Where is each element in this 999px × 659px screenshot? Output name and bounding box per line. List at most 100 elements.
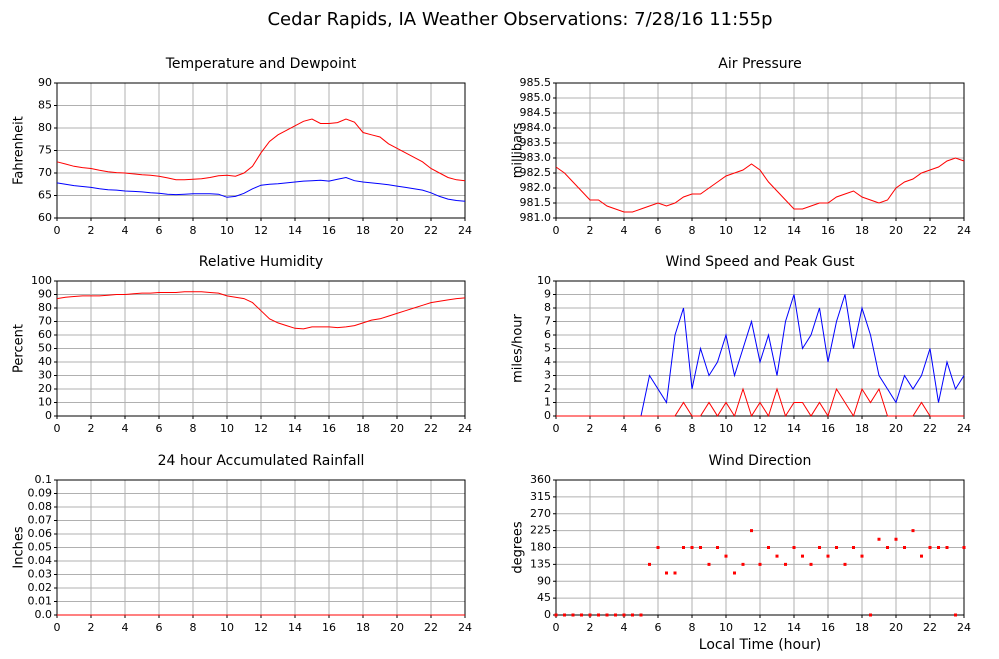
plot-frame [56, 280, 466, 417]
y-tick-label: 985.0 [520, 91, 552, 104]
panel-title: Wind Speed and Peak Gust [666, 254, 855, 270]
x-tick-label: 0 [54, 224, 61, 237]
y-tick-label: 45 [537, 591, 551, 604]
y-tick-label: 360 [530, 473, 551, 486]
panel-title: Wind Direction [709, 453, 812, 469]
x-tick-label: 8 [689, 621, 696, 634]
x-tick-label: 20 [390, 224, 404, 237]
x-tick-label: 18 [855, 422, 869, 435]
x-tick-label: 20 [889, 621, 903, 634]
x-tick-label: 10 [220, 422, 234, 435]
x-tick-label: 6 [655, 422, 662, 435]
y-tick-label: 983.0 [520, 151, 552, 164]
y-tick-label: 0.01 [28, 595, 53, 608]
x-tick-label: 16 [322, 422, 336, 435]
data-point [911, 529, 915, 533]
data-point [928, 546, 932, 549]
x-tick-label: 0 [553, 224, 560, 237]
y-tick-label: 270 [530, 507, 551, 520]
x-tick-label: 22 [923, 621, 937, 634]
y-tick-label: 0.04 [28, 554, 53, 567]
data-point [597, 613, 600, 617]
x-tick-label: 24 [957, 621, 971, 634]
y-tick-label: 0.03 [28, 568, 53, 581]
data-point [869, 613, 872, 617]
y-tick-label: 70 [38, 166, 52, 179]
data-point [792, 546, 796, 549]
x-tick-label: 14 [288, 422, 302, 435]
data-point [920, 554, 923, 558]
y-tick-label: 10 [38, 396, 52, 409]
data-line [556, 387, 964, 418]
y-axis-label: degrees [511, 521, 526, 574]
data-point [767, 546, 770, 549]
plot-frame [56, 82, 466, 219]
y-tick-label: 982.5 [520, 166, 552, 179]
y-tick-label: 0.1 [35, 473, 53, 486]
x-tick-label: 12 [254, 422, 268, 435]
y-axis-label: Inches [12, 526, 27, 568]
x-tick-label: 6 [655, 621, 662, 634]
y-tick-label: 1 [544, 396, 551, 409]
x-tick-label: 6 [156, 422, 163, 435]
page-title: Cedar Rapids, IA Weather Observations: 7… [267, 9, 772, 30]
y-tick-label: 70 [38, 315, 52, 328]
y-tick-label: 981.5 [520, 196, 552, 209]
y-tick-label: 90 [38, 76, 52, 89]
data-point [588, 613, 592, 617]
data-point [724, 554, 728, 558]
y-tick-label: 85 [38, 99, 52, 112]
data-point [962, 546, 966, 549]
y-tick-label: 80 [38, 301, 52, 314]
x-tick-label: 22 [424, 422, 438, 435]
y-tick-label: 3 [544, 369, 551, 382]
data-point [563, 613, 566, 617]
data-line [56, 176, 466, 202]
data-point [690, 546, 694, 549]
data-point [656, 546, 660, 549]
data-point [877, 537, 881, 541]
x-tick-label: 10 [220, 621, 234, 634]
data-point [707, 562, 711, 566]
x-tick-label: 2 [88, 621, 95, 634]
data-point [614, 613, 617, 617]
data-point [852, 546, 855, 549]
data-point [733, 571, 736, 575]
panel-title: Air Pressure [718, 56, 801, 72]
x-tick-label: 0 [54, 621, 61, 634]
data-point [903, 546, 906, 549]
data-point [699, 546, 702, 549]
y-tick-label: 90 [38, 288, 52, 301]
x-tick-label: 10 [719, 224, 733, 237]
x-tick-label: 4 [122, 621, 129, 634]
data-point [826, 554, 830, 558]
data-point [937, 546, 940, 549]
y-tick-label: 981.0 [520, 211, 552, 224]
y-tick-label: 0.06 [28, 527, 53, 540]
y-tick-label: 984.5 [520, 106, 552, 119]
y-tick-label: 0.07 [28, 514, 53, 527]
x-tick-label: 20 [390, 621, 404, 634]
x-tick-label: 14 [787, 422, 801, 435]
y-tick-label: 0 [544, 608, 551, 621]
y-tick-label: 0.08 [28, 500, 53, 513]
x-tick-label: 14 [787, 621, 801, 634]
x-tick-label: 16 [322, 224, 336, 237]
x-tick-label: 0 [54, 422, 61, 435]
x-tick-label: 18 [855, 621, 869, 634]
x-tick-label: 10 [220, 224, 234, 237]
data-point [801, 554, 804, 558]
data-point [945, 546, 949, 549]
x-tick-label: 4 [621, 621, 628, 634]
x-tick-label: 2 [587, 422, 594, 435]
y-tick-label: 0.02 [28, 581, 53, 594]
data-point [860, 554, 864, 558]
x-tick-label: 22 [923, 422, 937, 435]
x-tick-label: 4 [122, 422, 129, 435]
x-tick-label: 6 [156, 224, 163, 237]
data-point [809, 562, 813, 566]
x-tick-label: 2 [587, 224, 594, 237]
data-point [605, 613, 609, 617]
